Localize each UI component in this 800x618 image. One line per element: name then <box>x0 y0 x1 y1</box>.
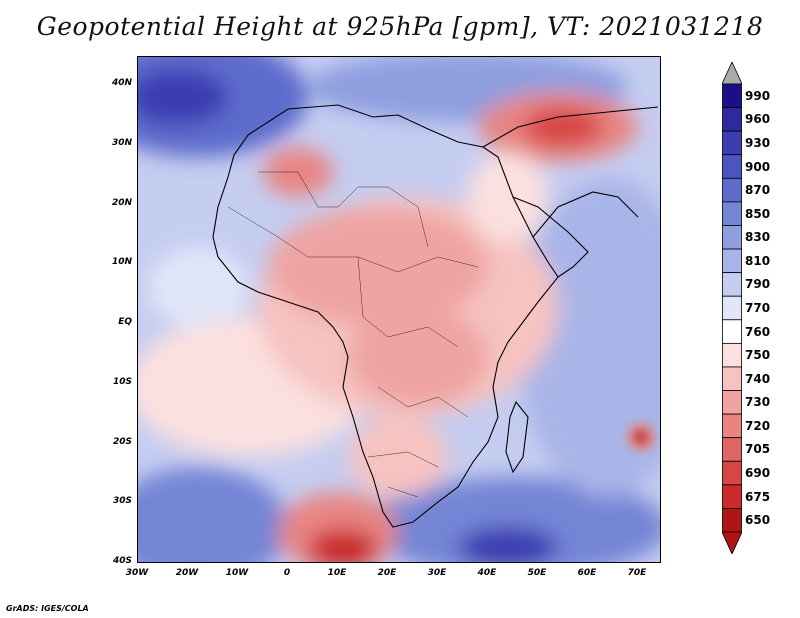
y-tick-label: EQ <box>118 317 132 327</box>
colorbar-segment <box>722 437 742 462</box>
colorbar-level-label: 850 <box>745 206 771 221</box>
credit-text: GrADS: IGES/COLA <box>6 604 89 613</box>
y-tick-label: 40S <box>112 556 132 566</box>
y-tick-label: 30N <box>111 137 132 148</box>
colorbar-level-label: 960 <box>745 112 771 127</box>
colorbar-level-label: 740 <box>745 371 771 386</box>
colorbar-segment <box>722 295 742 321</box>
colorbar-level-label: 870 <box>745 183 771 198</box>
colorbar-level-label: 930 <box>745 135 771 150</box>
colorbar-segment <box>722 460 742 486</box>
y-tick-label: 40N <box>111 78 132 88</box>
colorbar-segment <box>722 484 742 509</box>
x-tick-label: 60E <box>577 568 597 578</box>
colorbar-level-label: 675 <box>745 489 771 504</box>
x-tick-label: 10W <box>225 568 249 578</box>
colorbar-segment <box>722 177 742 203</box>
colorbar-level-label: 690 <box>745 466 771 481</box>
x-tick-label: 40E <box>477 568 497 578</box>
chart-title: Geopotential Height at 925hPa [gpm], VT:… <box>36 12 764 41</box>
colorbar-level-label: 730 <box>745 395 771 410</box>
colorbar-extension-bottom <box>722 531 742 554</box>
x-tick-label: 30W <box>125 568 149 578</box>
colorbar-segment <box>722 248 742 274</box>
colorbar-level-label: 650 <box>745 513 771 528</box>
colorbar-segment <box>722 225 742 250</box>
colorbar-level-label: 810 <box>745 253 771 268</box>
colorbar-segment <box>722 130 742 156</box>
colorbar-level-label: 830 <box>745 230 771 245</box>
x-tick-label: 20W <box>175 568 199 578</box>
colorbar-level-label: 750 <box>745 348 771 363</box>
colorbar-segment <box>722 272 742 297</box>
colorbar-segment <box>722 83 742 108</box>
colorbar <box>722 62 742 554</box>
colorbar-level-label: 720 <box>745 418 771 433</box>
map-plot-area <box>137 56 661 563</box>
x-tick-label: 20E <box>377 568 397 578</box>
colorbar-segment <box>722 342 742 368</box>
y-tick-label: 20S <box>112 436 132 447</box>
colorbar-level-label: 760 <box>745 324 771 339</box>
colorbar-segment <box>722 201 742 226</box>
x-tick-label: 30E <box>427 568 447 578</box>
y-tick-label: 10S <box>112 376 132 387</box>
y-tick-label: 30S <box>112 496 132 507</box>
colorbar-segment <box>722 366 742 391</box>
colorbar-segment <box>722 413 742 439</box>
x-tick-label: 0 <box>283 568 291 578</box>
x-tick-label: 10E <box>327 568 347 578</box>
heatmap-field <box>138 57 660 562</box>
colorbar-extension-top <box>722 62 742 85</box>
y-tick-label: 10N <box>111 257 132 268</box>
y-tick-label: 20N <box>111 197 132 208</box>
colorbar-segment <box>722 319 742 344</box>
country-borders <box>227 171 479 498</box>
colorbar-segment <box>722 154 742 179</box>
colorbar-segment <box>722 508 742 533</box>
colorbar-segment <box>722 390 742 415</box>
x-tick-label: 70E <box>627 568 647 578</box>
coastlines <box>212 104 659 528</box>
colorbar-level-label: 900 <box>745 159 771 174</box>
colorbar-level-label: 990 <box>745 88 771 103</box>
colorbar-segment <box>722 107 742 132</box>
colorbar-level-label: 770 <box>745 301 771 315</box>
x-tick-label: 50E <box>527 568 547 578</box>
colorbar-level-label: 705 <box>745 442 771 457</box>
colorbar-level-label: 790 <box>745 277 771 292</box>
